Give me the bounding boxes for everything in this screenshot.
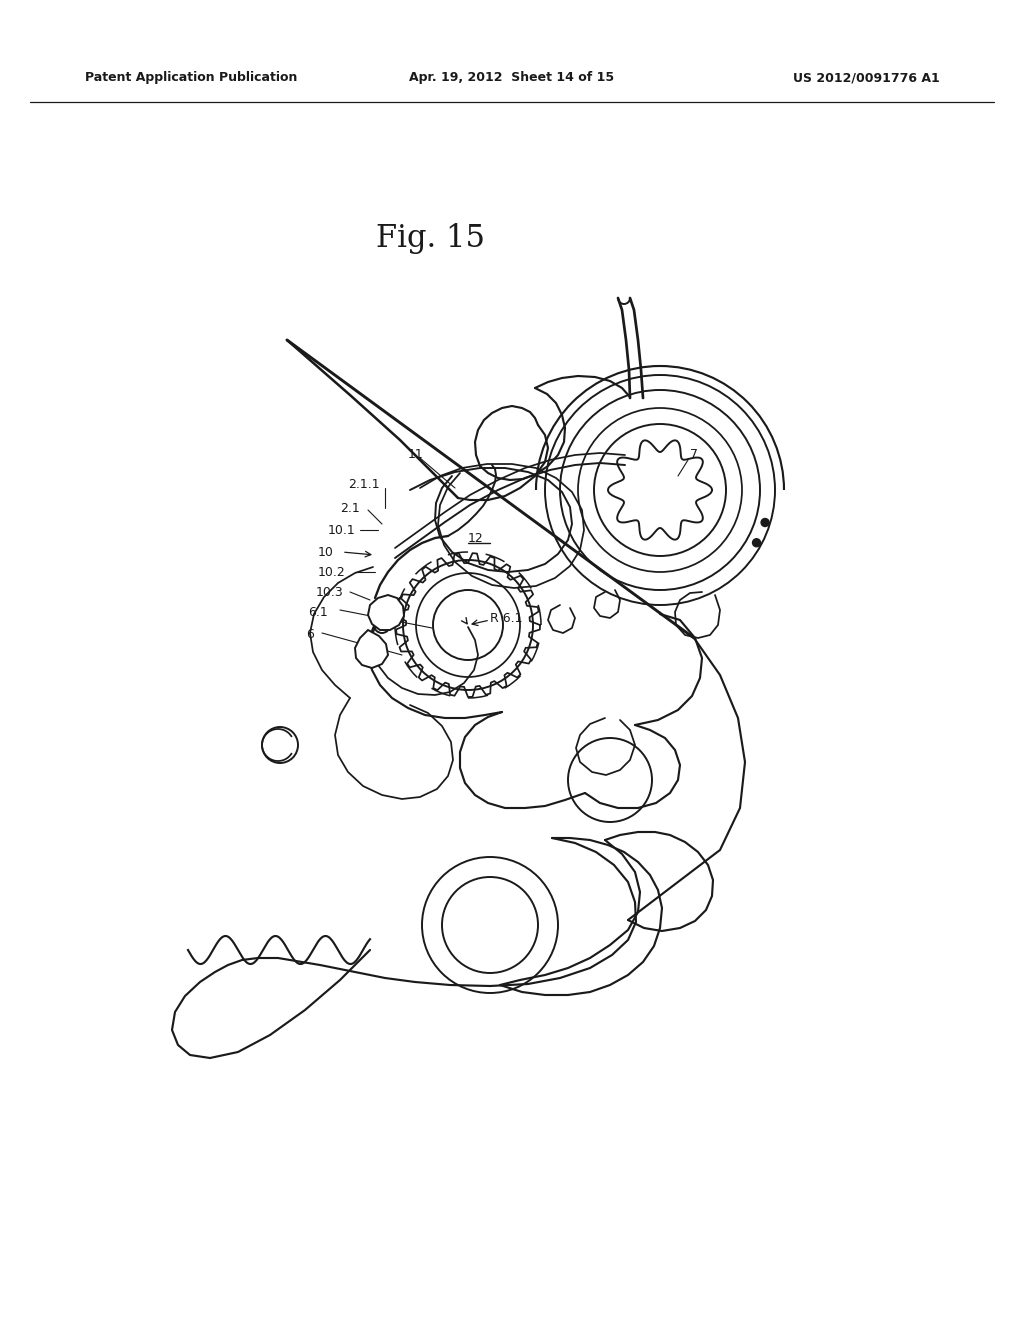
Text: 6.1: 6.1 xyxy=(308,606,328,619)
Text: 11: 11 xyxy=(408,449,424,462)
Text: 7: 7 xyxy=(690,449,698,462)
Circle shape xyxy=(761,519,769,527)
Text: 6: 6 xyxy=(306,628,314,642)
Text: 2.1: 2.1 xyxy=(340,502,359,515)
Text: R 6.1: R 6.1 xyxy=(490,611,522,624)
Text: Apr. 19, 2012  Sheet 14 of 15: Apr. 19, 2012 Sheet 14 of 15 xyxy=(410,71,614,84)
Text: 10.1: 10.1 xyxy=(328,524,355,536)
Text: 12: 12 xyxy=(468,532,483,544)
Text: 10.2: 10.2 xyxy=(318,565,346,578)
Polygon shape xyxy=(355,630,388,668)
Circle shape xyxy=(374,616,390,634)
Circle shape xyxy=(378,620,386,630)
Text: Patent Application Publication: Patent Application Publication xyxy=(85,71,297,84)
Text: 2.1.1: 2.1.1 xyxy=(348,479,380,491)
Text: 10: 10 xyxy=(318,545,334,558)
Text: US 2012/0091776 A1: US 2012/0091776 A1 xyxy=(794,71,940,84)
Text: 10.3: 10.3 xyxy=(316,586,344,598)
Circle shape xyxy=(753,539,761,546)
Text: Fig. 15: Fig. 15 xyxy=(376,223,484,253)
Polygon shape xyxy=(368,595,404,630)
